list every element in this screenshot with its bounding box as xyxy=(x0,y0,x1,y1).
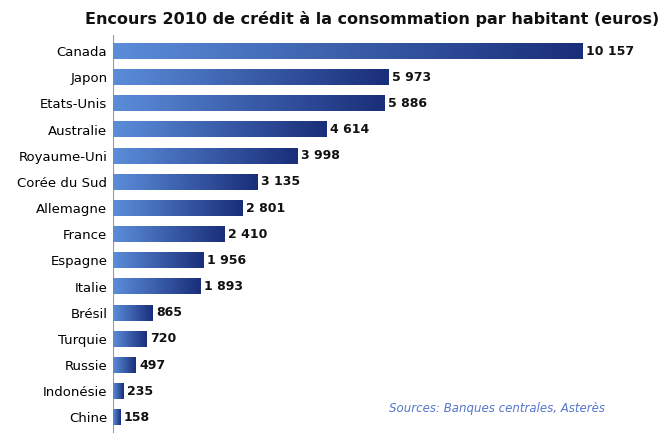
Text: 1 893: 1 893 xyxy=(204,280,243,293)
Text: 497: 497 xyxy=(139,358,165,372)
Text: 2 410: 2 410 xyxy=(228,228,268,241)
Text: 2 801: 2 801 xyxy=(246,202,286,214)
Text: 4 614: 4 614 xyxy=(330,123,369,136)
Text: 10 157: 10 157 xyxy=(586,45,634,57)
Title: Encours 2010 de crédit à la consommation par habitant (euros) :: Encours 2010 de crédit à la consommation… xyxy=(86,11,664,27)
Text: 3 998: 3 998 xyxy=(301,149,340,162)
Text: 720: 720 xyxy=(150,332,176,346)
Text: 5 886: 5 886 xyxy=(388,97,428,110)
Text: Sources: Banques centrales, Asterès: Sources: Banques centrales, Asterès xyxy=(389,402,605,415)
Text: 1 956: 1 956 xyxy=(207,254,246,267)
Text: 3 135: 3 135 xyxy=(262,175,301,188)
Text: 5 973: 5 973 xyxy=(392,71,432,84)
Text: 158: 158 xyxy=(124,411,150,424)
Text: 235: 235 xyxy=(127,385,153,398)
Text: 865: 865 xyxy=(157,306,183,319)
